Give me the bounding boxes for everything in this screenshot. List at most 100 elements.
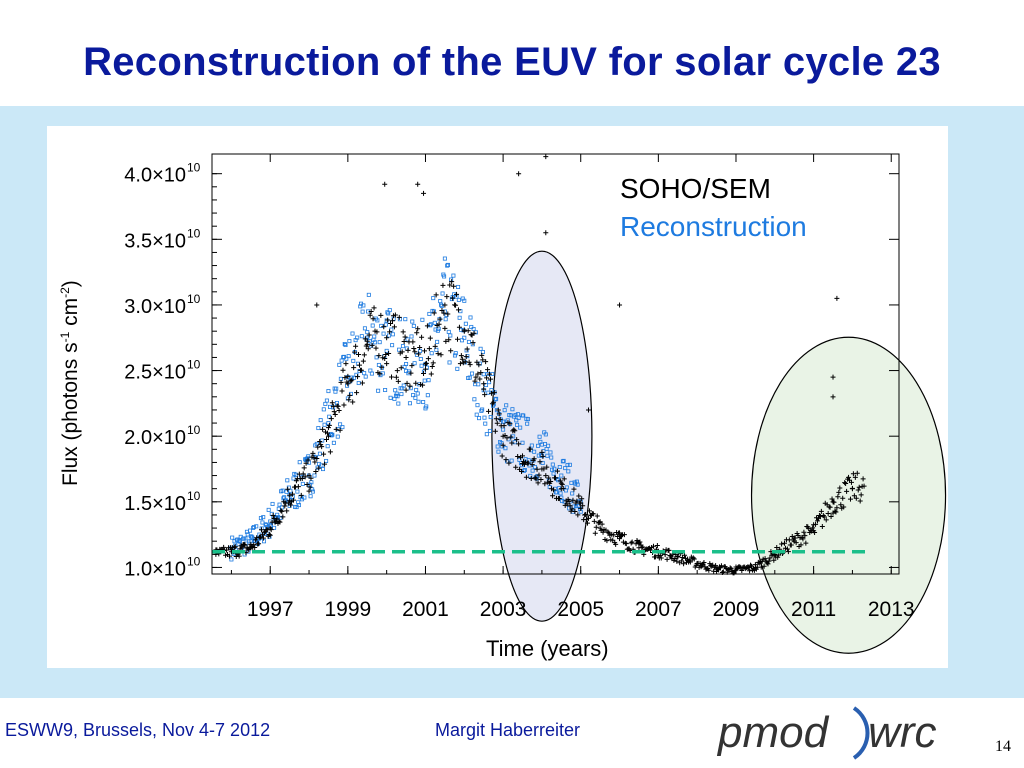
soho-point	[298, 492, 304, 498]
reconstruction-point	[327, 414, 332, 419]
reconstruction-point	[414, 387, 419, 392]
soho-point	[847, 496, 853, 502]
soho-point	[836, 489, 842, 495]
soho-point	[284, 508, 290, 514]
soho-point	[651, 543, 657, 549]
reconstruction-point	[416, 399, 421, 404]
reconstruction-point	[372, 334, 377, 339]
soho-point	[488, 390, 494, 396]
soho-point	[454, 336, 460, 342]
reconstruction-point	[536, 443, 541, 448]
reconstruction-point	[543, 432, 548, 437]
reconstruction-point	[427, 311, 432, 316]
soho-point	[658, 555, 664, 561]
soho-point	[268, 527, 274, 533]
soho-point	[303, 460, 309, 466]
soho-point	[325, 425, 331, 431]
soho-point	[559, 481, 565, 487]
reconstruction-point	[482, 415, 487, 420]
reconstruction-point	[470, 371, 475, 376]
x-tick-label: 2013	[868, 598, 915, 621]
soho-point	[833, 509, 839, 515]
x-tick-label: 2011	[791, 598, 836, 621]
soho-point	[467, 362, 473, 368]
soho-outlier	[834, 295, 840, 301]
soho-point	[494, 420, 500, 426]
x-axis-label: Time (years)	[486, 636, 609, 661]
soho-point	[473, 374, 479, 380]
soho-point	[823, 517, 829, 523]
soho-point	[613, 541, 619, 547]
soho-point	[428, 371, 434, 377]
soho-point	[280, 514, 286, 520]
soho-point	[381, 324, 387, 330]
reconstruction-point	[288, 488, 293, 493]
logo-text: pmod wrc	[718, 708, 937, 758]
reconstruction-point	[387, 308, 392, 313]
soho-point	[373, 345, 379, 351]
soho-point	[251, 542, 257, 548]
reconstruction-point	[355, 335, 360, 340]
reconstruction-point	[243, 536, 248, 541]
soho-point	[278, 508, 284, 514]
highlight-ellipse	[491, 250, 593, 622]
soho-point	[586, 508, 592, 514]
soho-point	[436, 321, 442, 327]
soho-point	[324, 436, 329, 442]
reconstruction-point	[504, 403, 509, 408]
reconstruction-point	[294, 505, 299, 510]
reconstruction-point	[515, 412, 520, 417]
reconstruction-point	[456, 297, 461, 302]
soho-point	[480, 357, 486, 363]
x-tick-label: 2009	[713, 598, 760, 621]
soho-point	[675, 553, 681, 559]
soho-point	[596, 520, 602, 526]
soho-point	[402, 334, 408, 340]
y-tick-label: 2.0×10	[124, 427, 186, 449]
reconstruction-point	[493, 397, 498, 402]
soho-point	[405, 347, 411, 353]
soho-point	[482, 392, 488, 398]
soho-point	[540, 453, 546, 459]
soho-point	[508, 434, 514, 440]
reconstruction-point	[329, 433, 334, 438]
reconstruction-point	[540, 460, 545, 465]
soho-point	[518, 454, 524, 460]
soho-point	[782, 540, 787, 546]
soho-point	[464, 346, 470, 352]
soho-outlier	[382, 181, 388, 187]
soho-point	[305, 457, 311, 463]
soho-point	[484, 375, 490, 381]
soho-point	[829, 496, 835, 502]
soho-point	[431, 310, 437, 316]
reconstruction-point	[455, 366, 460, 371]
soho-point	[605, 529, 611, 535]
soho-point	[393, 374, 399, 380]
soho-point	[681, 561, 687, 567]
logo-arc-icon	[852, 706, 870, 760]
reconstruction-point	[513, 412, 518, 417]
reconstruction-point	[258, 516, 263, 521]
reconstruction-point	[285, 478, 290, 483]
x-tick-label: 2003	[480, 598, 527, 621]
soho-point	[413, 380, 419, 386]
reconstruction-point	[486, 390, 491, 395]
soho-point	[364, 338, 370, 344]
soho-point	[767, 555, 773, 561]
soho-point	[561, 476, 567, 482]
soho-point	[831, 499, 837, 505]
soho-point	[430, 360, 436, 366]
soho-point	[367, 312, 373, 318]
reconstruction-point	[321, 467, 326, 472]
reconstruction-point	[340, 425, 345, 430]
soho-point	[379, 364, 385, 370]
soho-point	[813, 521, 819, 527]
soho-point	[487, 371, 493, 377]
soho-point	[629, 539, 635, 545]
reconstruction-point	[409, 334, 414, 339]
reconstruction-point	[331, 440, 336, 445]
reconstruction-point	[532, 449, 537, 454]
soho-point	[407, 383, 413, 389]
soho-point	[771, 557, 777, 563]
y-tick-exponent: 10	[187, 489, 201, 503]
